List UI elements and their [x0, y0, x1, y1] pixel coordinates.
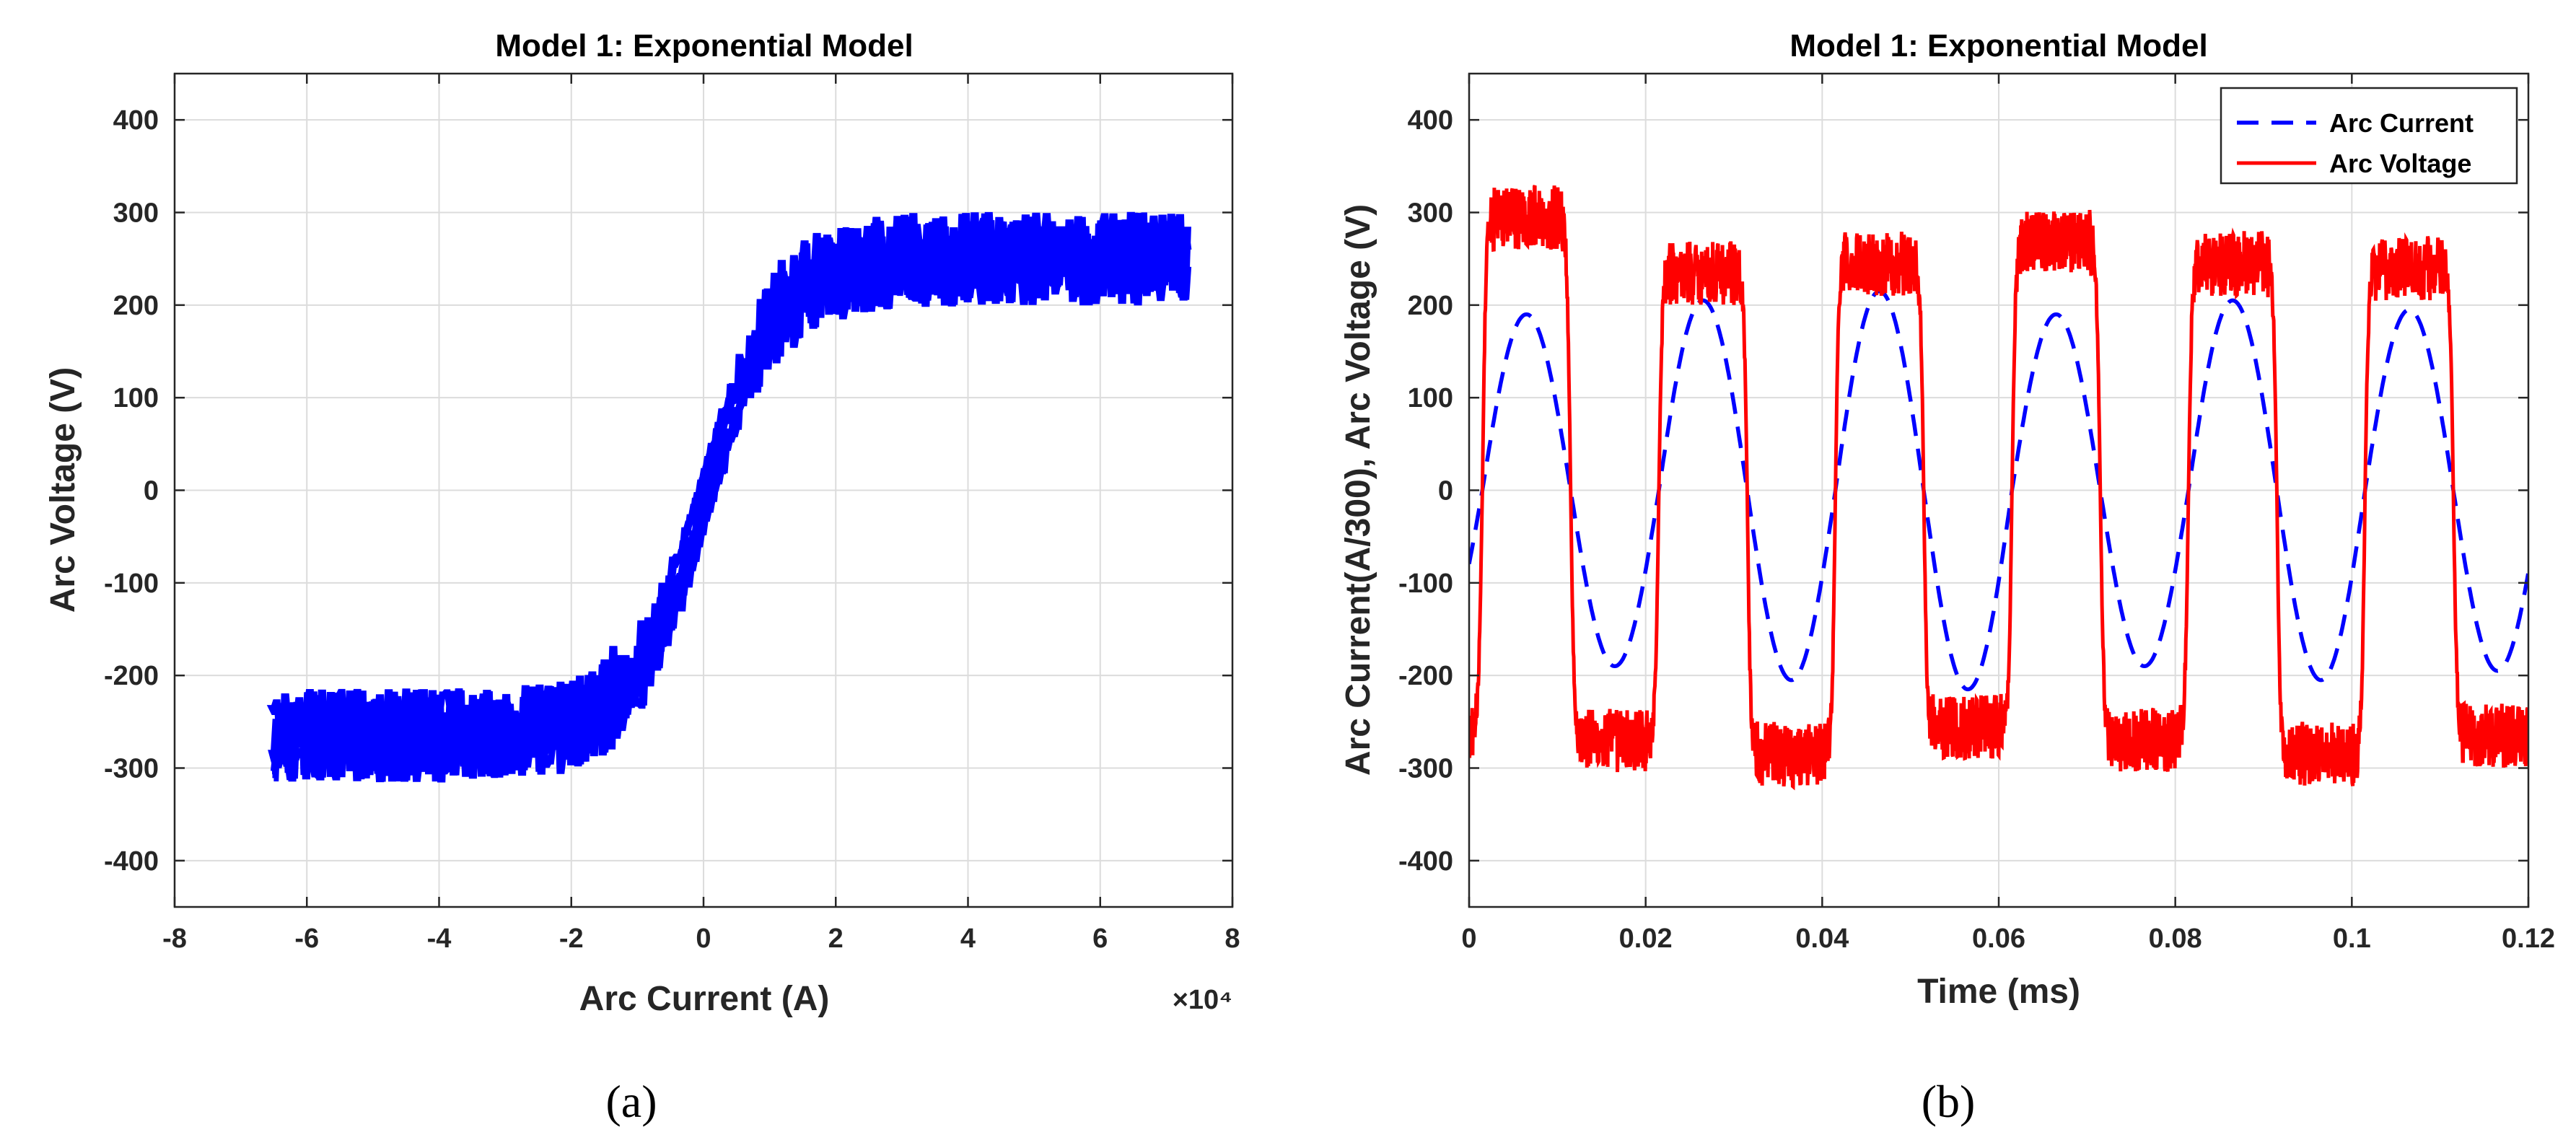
chart-b-xlabel: Time (ms)	[1917, 973, 2080, 1011]
x-tick-label: 0.1	[2333, 924, 2371, 954]
y-tick-label: 0	[144, 476, 159, 507]
x-tick-label: -6	[294, 924, 319, 954]
y-tick-label: 400	[1408, 105, 1453, 136]
x-tick-label: -4	[427, 924, 452, 954]
chart-a-ylabel: Arc Voltage (V)	[44, 367, 82, 613]
x-tick-label: 8	[1225, 924, 1240, 954]
chart-b-title: Model 1: Exponential Model	[1789, 28, 2207, 63]
x-tick-label: 0	[1461, 924, 1476, 954]
chart-b-ticks: 0 0.02 0.04 0.06 0.08 0.1 0.12 -400 -300 -200 -100…	[1398, 74, 2555, 954]
y-tick-label: -300	[104, 754, 159, 784]
x-tick-label: 0	[696, 924, 711, 954]
chart-b-series-arc-voltage	[1469, 185, 2528, 791]
y-tick-label: -400	[104, 846, 159, 877]
legend-label-arc-current: Arc Current	[2329, 108, 2474, 138]
chart-a-title: Model 1: Exponential Model	[495, 28, 913, 63]
y-tick-label: -200	[1398, 661, 1453, 691]
x-tick-label: 0.08	[2149, 924, 2202, 954]
y-tick-label: -400	[1398, 846, 1453, 877]
x-tick-label: 0.02	[1619, 924, 1673, 954]
chart-a-x-multiplier: ×10⁴	[1173, 985, 1232, 1015]
x-tick-label: 4	[960, 924, 976, 954]
chart-a-ticks: -8 -6 -4 -2 0 2 4 6 8 -400 -300 -200 -100 0 100 200 300 4…	[104, 74, 1240, 954]
x-tick-label: -2	[559, 924, 584, 954]
chart-a: Model 1: Exponential Model -8 -6 -4 -2 0 2 4 6 8…	[44, 28, 1240, 1018]
y-tick-label: 200	[1408, 291, 1453, 321]
x-tick-label: 2	[828, 924, 844, 954]
chart-a-series-vi-curve	[266, 211, 1192, 783]
y-tick-label: 400	[113, 105, 159, 136]
y-tick-label: 300	[113, 198, 159, 229]
legend-label-arc-voltage: Arc Voltage	[2329, 149, 2471, 178]
y-tick-label: 100	[113, 383, 159, 413]
panel-label-a: (a)	[605, 1076, 657, 1127]
x-tick-label: 0.12	[2502, 924, 2555, 954]
x-tick-label: 6	[1092, 924, 1108, 954]
y-tick-label: 200	[113, 291, 159, 321]
chart-b-series-arc-current	[1469, 289, 2528, 692]
panel-label-b: (b)	[1922, 1076, 1976, 1127]
y-tick-label: 100	[1408, 383, 1453, 413]
chart-b-plot-area	[1469, 185, 2528, 791]
chart-b: Model 1: Exponential Model 0 0.02 0.04 0.06…	[1339, 28, 2555, 1011]
chart-a-xlabel: Arc Current (A)	[579, 980, 830, 1018]
y-tick-label: 300	[1408, 198, 1453, 229]
chart-b-legend: Arc Current Arc Voltage	[2220, 87, 2518, 185]
chart-b-legend-box	[2220, 87, 2518, 185]
y-tick-label: -100	[104, 569, 159, 599]
y-tick-label: -300	[1398, 754, 1453, 784]
x-tick-label: 0.04	[1795, 924, 1849, 954]
y-tick-label: -200	[104, 661, 159, 691]
x-tick-label: 0.06	[1972, 924, 2025, 954]
chart-b-ylabel: Arc Current(A/300), Arc Voltage (V)	[1339, 204, 1377, 776]
y-tick-label: 0	[1438, 476, 1453, 507]
y-tick-label: -100	[1398, 569, 1453, 599]
x-tick-label: -8	[162, 924, 187, 954]
chart-a-plot-area	[266, 211, 1192, 783]
